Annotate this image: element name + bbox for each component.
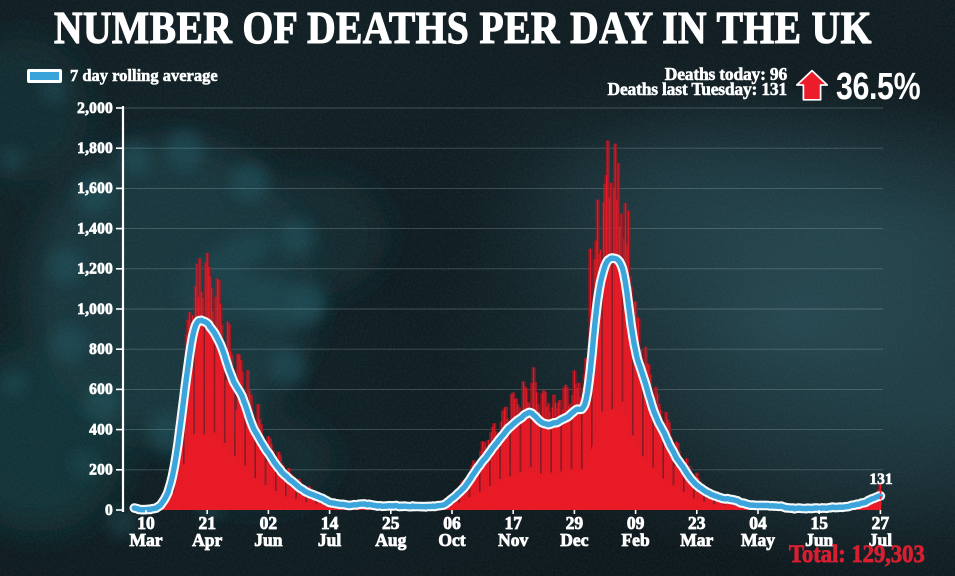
svg-text:14: 14 <box>321 513 339 533</box>
svg-text:Oct: Oct <box>438 530 465 550</box>
svg-text:21: 21 <box>198 513 216 533</box>
svg-text:1,800: 1,800 <box>77 140 113 157</box>
svg-text:15: 15 <box>810 513 828 533</box>
svg-text:800: 800 <box>89 341 113 358</box>
svg-text:Jun: Jun <box>805 530 833 550</box>
svg-text:Feb: Feb <box>621 530 649 550</box>
svg-text:09: 09 <box>627 513 645 533</box>
svg-text:1,000: 1,000 <box>77 301 113 318</box>
svg-text:Nov: Nov <box>498 530 528 550</box>
svg-text:Jun: Jun <box>254 530 282 550</box>
svg-text:1,400: 1,400 <box>77 220 113 237</box>
svg-text:200: 200 <box>89 462 113 479</box>
svg-text:Aug: Aug <box>375 530 406 550</box>
svg-text:10: 10 <box>137 513 155 533</box>
svg-text:06: 06 <box>443 513 461 533</box>
svg-text:Mar: Mar <box>129 530 162 550</box>
svg-text:Mar: Mar <box>680 530 713 550</box>
svg-text:600: 600 <box>89 381 113 398</box>
svg-text:400: 400 <box>89 421 113 438</box>
svg-text:29: 29 <box>566 513 584 533</box>
svg-text:Jul: Jul <box>318 530 341 550</box>
svg-text:Jul: Jul <box>869 530 892 550</box>
svg-text:1,600: 1,600 <box>77 180 113 197</box>
svg-text:04: 04 <box>749 513 767 533</box>
svg-text:May: May <box>741 530 775 550</box>
svg-text:17: 17 <box>504 513 522 533</box>
svg-text:2,000: 2,000 <box>77 100 113 117</box>
svg-text:0: 0 <box>105 502 113 519</box>
svg-text:02: 02 <box>260 513 278 533</box>
svg-text:1,200: 1,200 <box>77 261 113 278</box>
svg-text:25: 25 <box>382 513 400 533</box>
svg-text:23: 23 <box>688 513 706 533</box>
svg-text:Apr: Apr <box>192 530 222 550</box>
svg-text:131: 131 <box>869 471 892 488</box>
svg-text:27: 27 <box>872 513 890 533</box>
svg-text:Dec: Dec <box>560 530 588 550</box>
